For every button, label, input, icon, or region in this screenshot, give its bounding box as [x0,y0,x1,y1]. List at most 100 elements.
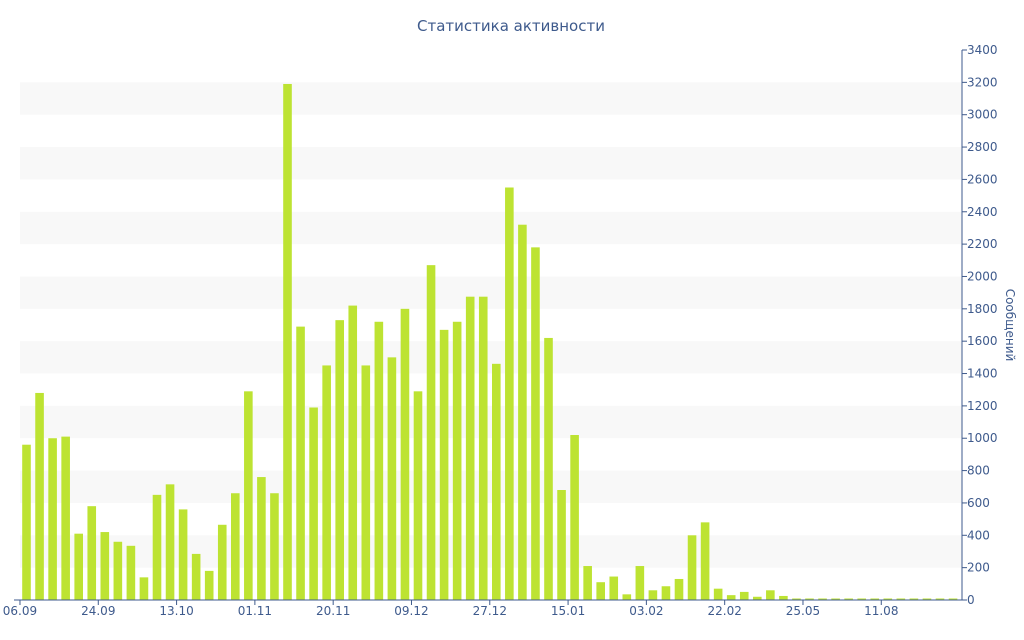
grid-band [20,535,962,568]
bar [674,578,684,600]
x-tick-label: 20.11 [316,604,350,618]
bar [322,365,331,600]
bar [465,296,475,600]
grid-band [20,276,962,309]
bar [948,598,958,600]
bar [687,535,697,600]
bar [400,308,410,600]
bar [766,590,775,600]
bar [792,598,801,600]
x-tick-label: 11.08 [864,604,898,618]
bar [426,265,436,600]
y-tick-label: 200 [967,561,990,575]
bar [335,320,344,600]
bar [283,83,292,601]
y-tick-label: 400 [967,528,990,542]
x-tick-label: 24.09 [81,604,115,618]
bar [478,296,488,600]
bar [596,582,605,600]
grid-band [20,211,962,245]
bar [635,566,645,600]
bar [883,598,893,600]
y-tick-label: 1800 [967,302,998,316]
bar [257,477,266,600]
bar [713,588,723,600]
y-tick-label: 600 [967,496,990,510]
bar [22,444,31,600]
bar [753,596,762,600]
bar [844,598,853,600]
bar [61,436,70,600]
bar [270,493,279,600]
bar [935,598,945,600]
bar [492,363,501,600]
bar [700,522,710,600]
bar [74,533,83,600]
x-tick-label: 13.10 [159,604,193,618]
bar [570,435,579,600]
grid-band [20,341,962,374]
bar [374,321,384,600]
x-tick-label: 06.09 [3,604,37,618]
grid-band [20,470,962,503]
bar [661,586,671,600]
bar [870,598,880,600]
y-tick-label: 2800 [967,140,998,154]
y-tick-label: 1200 [967,399,998,413]
bar [831,598,840,600]
bar [165,484,175,600]
x-tick-label: 03.02 [629,604,663,618]
x-tick-label: 22.02 [707,604,741,618]
bar [152,494,162,600]
grid-bands [20,82,962,568]
bar [531,247,540,600]
bar [726,595,736,600]
bar [348,305,358,600]
bar [309,407,318,600]
bar [818,598,827,600]
x-tick-label: 09.12 [394,604,428,618]
y-tick-label: 3400 [967,43,998,57]
bar-series [22,83,958,601]
bar [204,570,214,600]
y-tick-label: 800 [967,464,990,478]
bar [452,321,462,600]
bar [739,591,749,600]
bar [439,329,449,600]
bar [557,490,566,600]
x-tick-label: 25.05 [786,604,820,618]
bar [87,506,97,600]
y-tick-label: 1600 [967,334,998,348]
bar [805,598,814,600]
bar [909,598,919,600]
y-axis: 0 200 400 600 800 1000 1200 1400 1600 1800 2000 220… [961,43,998,607]
bar [779,595,788,600]
grid-band [20,405,962,439]
bar [609,576,619,600]
y-tick-label: 1400 [967,367,998,381]
bar [178,509,188,600]
bar [413,391,423,600]
y-tick-label: 1000 [967,431,998,445]
bar [505,187,514,600]
bar [244,391,253,600]
y-axis-label: Сообщений [1003,289,1017,362]
bar [231,493,240,600]
bar [100,532,110,600]
bar [296,326,305,600]
bar [857,598,866,600]
bar [191,553,201,600]
bar [48,438,57,600]
bar [544,337,553,600]
bar [583,566,592,600]
x-axis: 06.09 24.09 13.10 01.11 20.11 09.12 27.12 15.01… [3,599,962,618]
y-tick-label: 3000 [967,108,998,122]
grid-band [20,82,962,115]
y-tick-label: 0 [967,593,975,607]
chart-title: Статистика активности [417,17,605,35]
x-tick-label: 27.12 [473,604,507,618]
bar [922,598,932,600]
x-tick-label: 01.11 [238,604,272,618]
bar [126,545,136,600]
